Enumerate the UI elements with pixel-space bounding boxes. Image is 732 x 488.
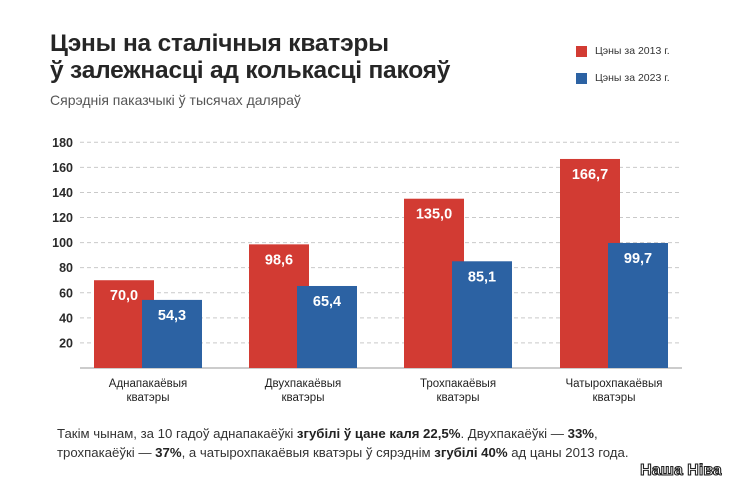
footnote-text-2: . Двухпакаёўкі — [460, 426, 568, 441]
legend-item-2013: Цэны за 2013 г. [576, 44, 670, 58]
x-category-label: кватэры [282, 392, 325, 404]
bar-value-label: 85,1 [468, 269, 496, 285]
bar-value-label: 99,7 [624, 251, 652, 267]
footnote-bold-2: 33% [567, 426, 595, 441]
x-category-label: Двухпакаёвыя [265, 378, 341, 390]
y-tick-label: 20 [59, 336, 73, 350]
y-tick-label: 140 [52, 186, 73, 200]
bar-value-label: 166,7 [572, 167, 608, 183]
x-category-label: кватэры [437, 392, 480, 404]
bar-value-label: 98,6 [265, 252, 293, 268]
y-tick-label: 100 [52, 236, 73, 250]
x-category-label: Чатырохпакаёвыя [565, 378, 662, 390]
bar-2023 [142, 299, 202, 368]
y-tick-label: 160 [52, 161, 73, 175]
footnote-bold-3: 37% [155, 445, 182, 460]
footnote-bold-1: згубілі ў цане каля 22,5% [296, 426, 461, 441]
y-tick-label: 180 [52, 136, 73, 150]
x-category-label: кватэры [593, 392, 636, 404]
bar-2023 [452, 261, 512, 368]
bar-value-label: 65,4 [313, 294, 341, 310]
footnote-bold-4: згубілі 40% [434, 445, 508, 460]
title-line-1: Цэны на сталічныя кватэры [50, 30, 389, 57]
footnote-text-4: трохпакаёўкі — [57, 445, 156, 460]
y-tick-label: 120 [52, 211, 73, 225]
logo-text: Наша Ніва [640, 462, 722, 479]
footnote-text-6: ад цаны 2013 года. [507, 445, 629, 460]
bar-2023 [608, 242, 668, 368]
legend-label-2023: Цэны за 2023 г. [595, 72, 670, 84]
legend-swatch-2023 [576, 72, 587, 84]
y-tick-label: 80 [59, 261, 73, 275]
nasha-niva-logo: Наша Ніва [640, 458, 722, 480]
title-line-2: ў залежнасці ад колькасці пакояў [50, 57, 451, 84]
x-category-label: Аднапакаёвыя [109, 378, 187, 390]
y-tick-label: 60 [59, 286, 73, 300]
bar-2023 [297, 285, 357, 368]
legend-item-2023: Цэны за 2023 г. [576, 71, 670, 85]
footnote-text-3: , [594, 426, 598, 441]
page-title: Цэны на сталічныя кватэры ў залежнасці а… [50, 30, 450, 84]
footnote-text-5: , а чатырохпакаёвыя кватэры ў сярэднім [181, 445, 435, 460]
legend-label-2013: Цэны за 2013 г. [595, 45, 670, 57]
footnote-text-1: Такім чынам, за 10 гадоў аднапакаёўкі [57, 426, 297, 441]
y-tick-label: 40 [59, 311, 73, 325]
bar-value-label: 54,3 [158, 308, 186, 324]
legend-swatch-2013 [576, 45, 587, 57]
x-category-label: Трохпакаёвыя [420, 378, 496, 390]
chart-legend: Цэны за 2013 г. Цэны за 2023 г. [576, 44, 670, 98]
bar-value-label: 70,0 [110, 288, 138, 304]
chart-subtitle: Сярэднія паказчыкі ў тысячах даляраў [50, 92, 301, 108]
footnote: Такім чынам, за 10 гадоў аднапакаёўкі зг… [57, 424, 677, 462]
bar-value-label: 135,0 [416, 207, 452, 223]
x-category-label: кватэры [127, 392, 170, 404]
